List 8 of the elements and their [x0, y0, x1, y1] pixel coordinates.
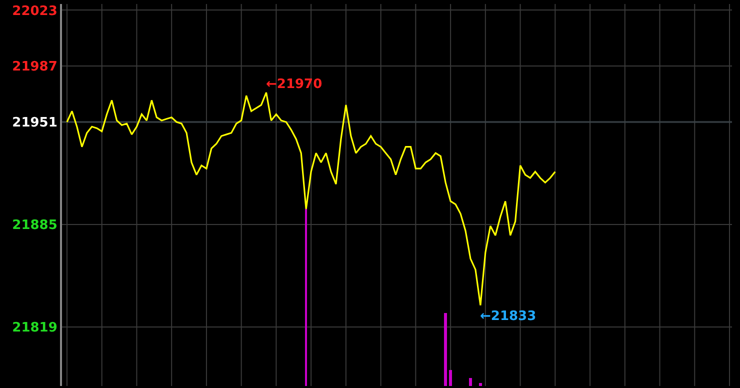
- annotation: ←21970: [266, 77, 322, 92]
- y-tick-label: 21951: [12, 116, 58, 131]
- y-tick-label: 22023: [12, 4, 58, 19]
- line-series: [66, 92, 556, 306]
- y-tick-label: 21987: [12, 60, 58, 75]
- y-tick-label: 21819: [12, 320, 58, 336]
- y-tick-label: 21885: [12, 218, 58, 234]
- annotation: ←21833: [480, 309, 536, 324]
